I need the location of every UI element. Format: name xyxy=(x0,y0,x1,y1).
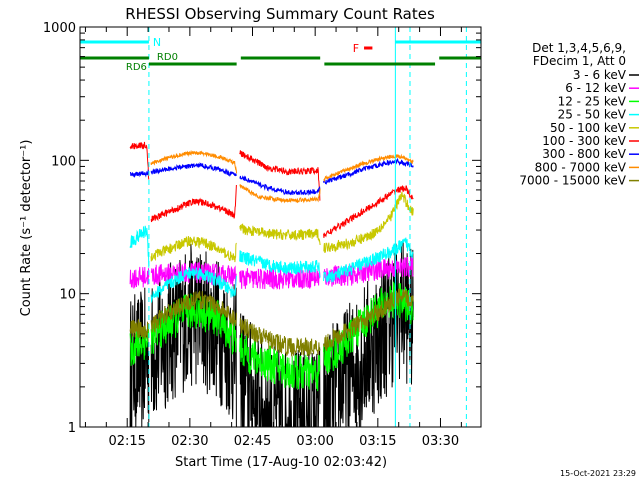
legend-entry: 800 - 7000 keV xyxy=(535,160,627,174)
x-tick-label: 02:15 xyxy=(108,434,145,449)
series-line xyxy=(129,141,414,238)
y-tick-label: 1 xyxy=(68,421,76,436)
legend-entry: 300 - 800 keV xyxy=(542,147,626,161)
y-tick-label: 100 xyxy=(51,154,76,169)
saa-label-rd6: RD6 xyxy=(126,62,147,73)
series-line xyxy=(129,225,414,303)
series-line xyxy=(129,281,414,392)
series-line xyxy=(129,288,414,358)
legend-header: FDecim 1, Att 0 xyxy=(533,54,626,68)
legend-header: Det 1,3,4,5,6,9, xyxy=(532,41,626,55)
x-tick-label: 02:45 xyxy=(234,434,271,449)
saa-label-rd0: RD0 xyxy=(157,52,178,63)
flare-label: F xyxy=(353,42,359,55)
legend-entry: 12 - 25 keV xyxy=(558,94,627,108)
y-axis-label: Count Rate (s⁻¹ detector⁻¹) xyxy=(19,140,34,317)
x-tick-label: 03:00 xyxy=(296,434,333,449)
series-line xyxy=(150,191,414,263)
legend-entry: 6 - 12 keV xyxy=(565,81,627,95)
legend-entry: 3 - 6 keV xyxy=(573,68,627,82)
legend-entry: 100 - 300 keV xyxy=(542,134,626,148)
y-tick-label: 10 xyxy=(59,288,76,303)
x-tick-label: 03:15 xyxy=(359,434,396,449)
series-line xyxy=(150,150,414,204)
legend-entry: 25 - 50 keV xyxy=(558,108,627,122)
night-label: N xyxy=(153,36,161,49)
generation-timestamp: 15-Oct-2021 23:29 xyxy=(560,469,636,478)
series-line xyxy=(129,157,414,196)
x-axis-label: Start Time (17-Aug-10 02:03:42) xyxy=(175,455,387,470)
chart-title: RHESSI Observing Summary Count Rates xyxy=(125,5,435,23)
plot-frame xyxy=(79,26,482,428)
series-line xyxy=(129,239,414,428)
x-tick-label: 03:30 xyxy=(422,434,459,449)
legend-entry: 7000 - 15000 keV xyxy=(519,174,626,188)
x-tick-label: 02:30 xyxy=(171,434,208,449)
legend-entry: 50 - 100 keV xyxy=(550,121,627,135)
y-tick-label: 1000 xyxy=(43,21,76,36)
